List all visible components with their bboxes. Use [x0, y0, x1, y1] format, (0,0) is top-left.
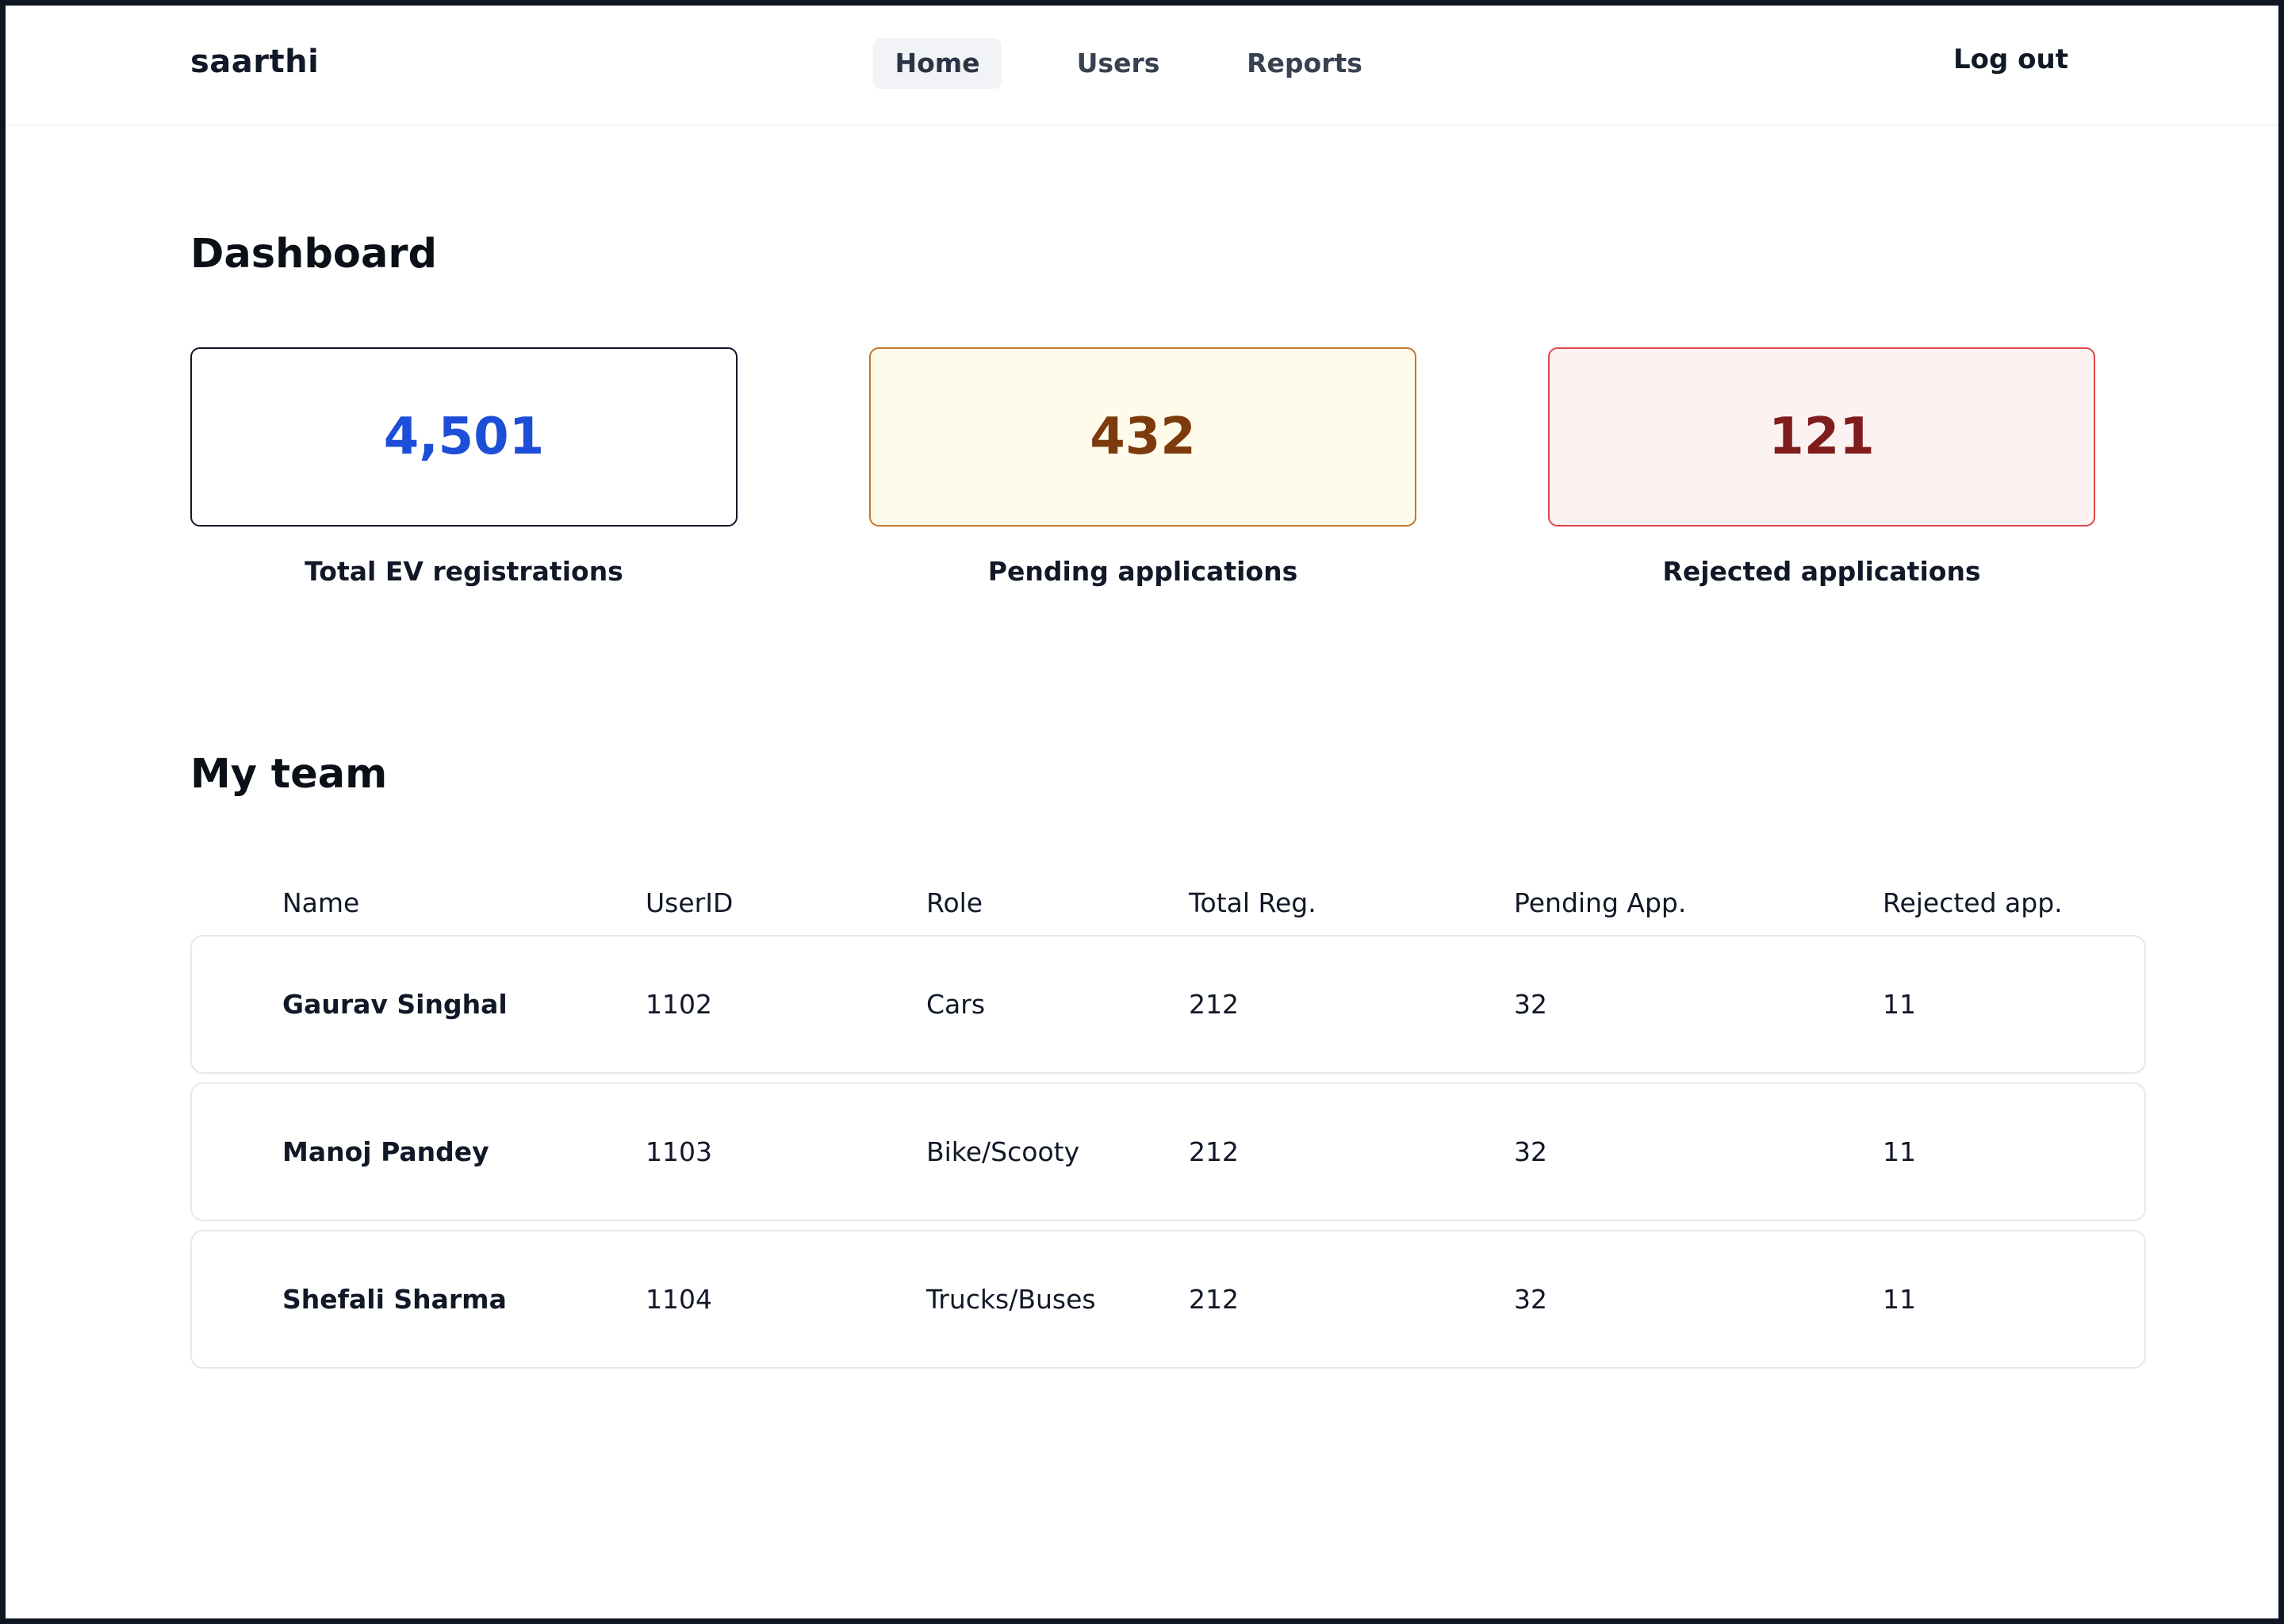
- total-registrations-card: 4,501: [190, 347, 738, 527]
- rejected-applications-card: 121: [1548, 347, 2095, 527]
- team-member-total-reg: 212: [1189, 989, 1239, 1020]
- pending-applications-label: Pending applications: [987, 556, 1298, 587]
- pending-applications-card: 432: [869, 347, 1416, 527]
- column-header-rejected-app: Rejected app.: [1883, 887, 2063, 918]
- team-member-rejected-app: 11: [1883, 989, 1916, 1020]
- logout-button[interactable]: Log out: [1953, 44, 2068, 75]
- team-member-userid: 1103: [646, 1136, 712, 1167]
- brand-logo[interactable]: saarthi: [190, 44, 320, 80]
- team-title: My team: [190, 751, 388, 798]
- team-member-name: Shefali Sharma: [282, 1284, 507, 1315]
- column-header-role: Role: [926, 887, 983, 918]
- team-member-name: Gaurav Singhal: [282, 989, 508, 1020]
- nav-reports[interactable]: Reports: [1247, 48, 1362, 79]
- column-header-total-reg: Total Reg.: [1189, 887, 1316, 918]
- team-row[interactable]: Shefali Sharma 1104 Trucks/Buses 212 32 …: [190, 1230, 2146, 1369]
- dashboard-title: Dashboard: [190, 231, 438, 278]
- team-member-role: Cars: [926, 989, 986, 1020]
- team-row[interactable]: Manoj Pandey 1103 Bike/Scooty 212 32 11: [190, 1082, 2146, 1221]
- app-window: saarthi Home Users Reports Log out Dashb…: [6, 6, 2278, 1618]
- team-member-userid: 1102: [646, 989, 712, 1020]
- team-member-total-reg: 212: [1189, 1284, 1239, 1315]
- team-member-pending-app: 32: [1514, 1136, 1547, 1167]
- team-member-role: Trucks/Buses: [926, 1284, 1096, 1315]
- nav-users[interactable]: Users: [1076, 48, 1160, 79]
- team-member-pending-app: 32: [1514, 989, 1547, 1020]
- team-member-userid: 1104: [646, 1284, 712, 1315]
- column-header-name: Name: [282, 887, 360, 918]
- team-row[interactable]: Gaurav Singhal 1102 Cars 212 32 11: [190, 935, 2146, 1074]
- rejected-applications-label: Rejected applications: [1662, 556, 1981, 587]
- column-header-userid: UserID: [646, 887, 734, 918]
- nav-home[interactable]: Home: [873, 38, 1002, 89]
- team-member-rejected-app: 11: [1883, 1136, 1916, 1167]
- team-member-total-reg: 212: [1189, 1136, 1239, 1167]
- team-member-name: Manoj Pandey: [282, 1136, 489, 1167]
- team-member-pending-app: 32: [1514, 1284, 1547, 1315]
- total-registrations-label: Total EV registrations: [305, 556, 623, 587]
- top-navbar: saarthi Home Users Reports Log out: [6, 6, 2278, 126]
- column-header-pending-app: Pending App.: [1514, 887, 1687, 918]
- team-member-rejected-app: 11: [1883, 1284, 1916, 1315]
- team-member-role: Bike/Scooty: [926, 1136, 1080, 1167]
